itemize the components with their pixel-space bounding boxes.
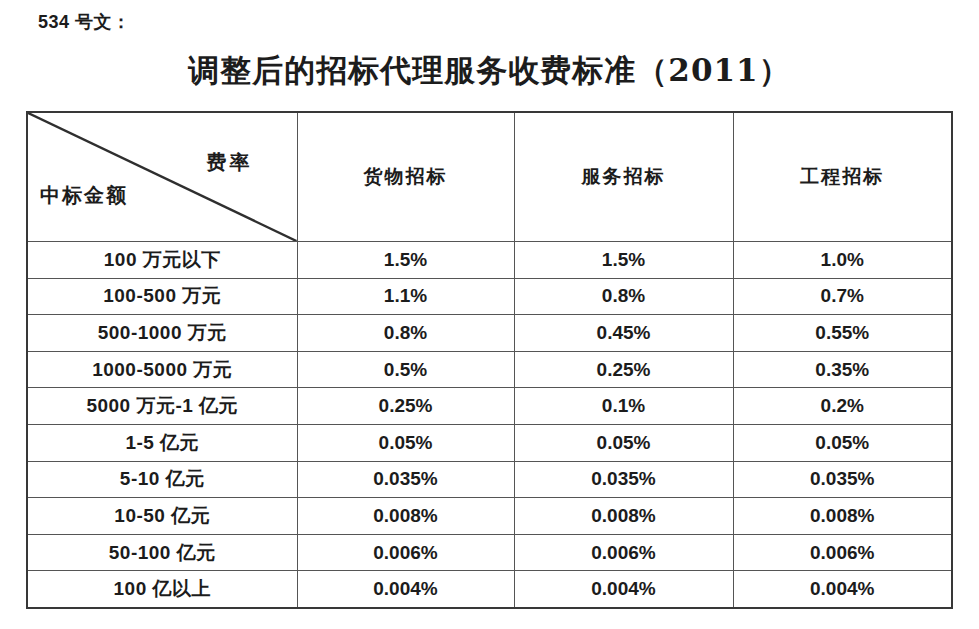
table-cell: 1.5% xyxy=(514,242,733,279)
table-cell: 0.004% xyxy=(514,571,733,608)
row-label: 100 万元以下 xyxy=(27,242,297,279)
table-cell: 0.8% xyxy=(297,315,514,352)
fee-rate-table: 费率 中标金额 货物招标 服务招标 工程招标 100 万元以下 1.5% 1.5… xyxy=(26,111,953,609)
document-page: { "doc": { "ref_label": "534 号文：", "titl… xyxy=(0,0,979,629)
table-cell: 0.05% xyxy=(297,424,514,461)
table-cell: 1.0% xyxy=(733,242,952,279)
row-label: 500-1000 万元 xyxy=(27,315,297,352)
table-cell: 0.035% xyxy=(733,461,952,498)
table-row: 5-10 亿元 0.035% 0.035% 0.035% xyxy=(27,461,952,498)
table-cell: 0.035% xyxy=(297,461,514,498)
row-label: 1-5 亿元 xyxy=(27,424,297,461)
diagonal-divider-line xyxy=(28,113,297,241)
table-row: 100 万元以下 1.5% 1.5% 1.0% xyxy=(27,242,952,279)
table-header-row: 费率 中标金额 货物招标 服务招标 工程招标 xyxy=(27,112,952,242)
corner-fee-rate-label: 费率 xyxy=(207,149,253,176)
table-cell: 0.008% xyxy=(733,498,952,535)
table-row: 1000-5000 万元 0.5% 0.25% 0.35% xyxy=(27,351,952,388)
table-cell: 0.8% xyxy=(514,278,733,315)
table-cell: 1.1% xyxy=(297,278,514,315)
column-header-engineering-bidding: 工程招标 xyxy=(733,112,952,242)
table-cell: 0.1% xyxy=(514,388,733,425)
table-cell: 0.008% xyxy=(297,498,514,535)
table-cell: 0.006% xyxy=(733,534,952,571)
row-label: 5000 万元-1 亿元 xyxy=(27,388,297,425)
table-cell: 0.55% xyxy=(733,315,952,352)
table-cell: 0.004% xyxy=(297,571,514,608)
corner-header-cell: 费率 中标金额 xyxy=(27,112,297,242)
row-label: 100-500 万元 xyxy=(27,278,297,315)
table-cell: 0.035% xyxy=(514,461,733,498)
table-cell: 0.05% xyxy=(514,424,733,461)
table-cell: 1.5% xyxy=(297,242,514,279)
row-label: 50-100 亿元 xyxy=(27,534,297,571)
table-row: 10-50 亿元 0.008% 0.008% 0.008% xyxy=(27,498,952,535)
page-title: 调整后的招标代理服务收费标准（2011） xyxy=(0,50,979,92)
table-cell: 0.5% xyxy=(297,351,514,388)
column-header-service-bidding: 服务招标 xyxy=(514,112,733,242)
table-cell: 0.006% xyxy=(514,534,733,571)
doc-ref-label: 534 号文： xyxy=(38,10,131,34)
table-cell: 0.7% xyxy=(733,278,952,315)
table-cell: 0.35% xyxy=(733,351,952,388)
table-cell: 0.2% xyxy=(733,388,952,425)
corner-award-amount-label: 中标金额 xyxy=(40,182,128,209)
table-cell: 0.004% xyxy=(733,571,952,608)
table-row: 5000 万元-1 亿元 0.25% 0.1% 0.2% xyxy=(27,388,952,425)
row-label: 1000-5000 万元 xyxy=(27,351,297,388)
table-cell: 0.008% xyxy=(514,498,733,535)
table-row: 100-500 万元 1.1% 0.8% 0.7% xyxy=(27,278,952,315)
table-row: 500-1000 万元 0.8% 0.45% 0.55% xyxy=(27,315,952,352)
table-cell: 0.006% xyxy=(297,534,514,571)
table-row: 50-100 亿元 0.006% 0.006% 0.006% xyxy=(27,534,952,571)
row-label: 100 亿以上 xyxy=(27,571,297,608)
table-cell: 0.45% xyxy=(514,315,733,352)
row-label: 5-10 亿元 xyxy=(27,461,297,498)
table-cell: 0.25% xyxy=(297,388,514,425)
table-row: 100 亿以上 0.004% 0.004% 0.004% xyxy=(27,571,952,608)
table-cell: 0.25% xyxy=(514,351,733,388)
table-row: 1-5 亿元 0.05% 0.05% 0.05% xyxy=(27,424,952,461)
row-label: 10-50 亿元 xyxy=(27,498,297,535)
column-header-goods-bidding: 货物招标 xyxy=(297,112,514,242)
table-cell: 0.05% xyxy=(733,424,952,461)
